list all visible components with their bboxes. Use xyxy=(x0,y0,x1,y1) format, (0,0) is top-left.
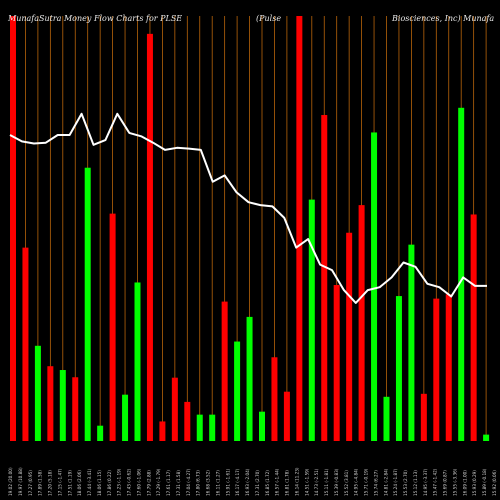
x-tick-label: 15.91 (-1.61) xyxy=(225,468,230,496)
x-tick-label: 17.86 (0.22) xyxy=(107,470,112,496)
bar-red xyxy=(146,33,153,441)
bar-red xyxy=(221,301,228,441)
bar-red xyxy=(271,357,278,441)
bar-green xyxy=(134,282,141,441)
bar-red xyxy=(171,377,178,441)
x-tick-labels: 19.02 (20.00) 19.97 (10.88) 17.27 (0.95) 17… xyxy=(8,467,497,496)
x-tick-label: 15.24 (-1.87) xyxy=(393,468,398,496)
x-tick-label: 15.52 (3.81) xyxy=(344,470,349,496)
x-tick-label: 15.11 (-1.81) xyxy=(324,468,329,496)
bar-red xyxy=(445,294,452,441)
x-tick-label: 15.92 (0.06) xyxy=(492,470,497,496)
x-tick-label: 15.69 (0.87) xyxy=(443,470,448,496)
x-tick-label: 14.73 (-2.51) xyxy=(314,468,319,496)
bar-red xyxy=(159,421,166,441)
x-tick-label: 16.57 (-1.44) xyxy=(275,468,280,496)
x-tick-label: 17.79 (2.88) xyxy=(146,470,151,496)
bar-green xyxy=(196,414,203,441)
x-tick-label: 18.06 (1.15) xyxy=(97,470,102,496)
chart-title-mid: (Pulse xyxy=(256,14,282,23)
x-tick-label: 15.89 (-0.18) xyxy=(482,468,487,496)
bar-red xyxy=(47,366,54,441)
x-tick-label: 17.04 (-4.27) xyxy=(186,468,191,496)
bar-red xyxy=(184,401,191,441)
bar-green xyxy=(383,396,390,441)
bar-green xyxy=(84,167,91,441)
bar-green xyxy=(408,244,415,441)
x-tick-label: 14.81 (-2.84) xyxy=(383,468,388,496)
x-tick-label: 16.17 (-4.17) xyxy=(235,468,240,496)
bar-green xyxy=(483,434,490,441)
x-tick-label: 17.60 (-1.06) xyxy=(136,468,141,496)
x-tick-label: 15.12 (1.13) xyxy=(413,470,418,496)
x-tick-label: 17.44 (-3.41) xyxy=(87,468,92,496)
x-tick-label: 17.23 (-1.19) xyxy=(117,468,122,496)
x-tick-label: 17.89 (1.58) xyxy=(38,470,43,496)
bar-red xyxy=(10,16,16,441)
bar-green xyxy=(97,425,104,441)
x-tick-label: 15.74 (6.27) xyxy=(373,470,378,496)
bar-red xyxy=(433,298,440,441)
x-tick-label: 16.68 (3.52) xyxy=(206,470,211,496)
x-tick-label: 17.80 (6.73) xyxy=(196,470,201,496)
bar-red xyxy=(358,205,365,441)
x-tick-label: 17.51 (1.19) xyxy=(67,470,72,496)
x-tick-label: 16.11 (1.27) xyxy=(215,470,220,496)
x-tick-label: 17.31 (2.70) xyxy=(255,470,260,496)
bar-green xyxy=(234,341,241,441)
x-tick-label: 15.71 (-0.19) xyxy=(364,468,369,496)
bar-red xyxy=(470,214,477,441)
x-tick-label: 17.15 (-1.47) xyxy=(57,468,62,496)
bar-red xyxy=(420,393,427,441)
bar-green xyxy=(59,370,66,441)
bar-green xyxy=(308,199,315,441)
x-tick-label: 17.29 (-1.79) xyxy=(156,468,161,496)
bar-green xyxy=(209,414,216,441)
bar-green xyxy=(259,411,265,441)
price-line xyxy=(9,112,487,304)
x-tick-label: 16.09 (1.00) xyxy=(462,470,467,496)
chart-title: MunafaSutra Money Flow Charts for PLSE xyxy=(8,14,183,23)
bar-green xyxy=(34,345,41,441)
x-tick-label: 18.06 (2.06) xyxy=(77,470,82,496)
x-tick-label: 16.81 (1.78) xyxy=(285,470,290,496)
x-tick-label: 14.95 (-3.37) xyxy=(423,468,428,496)
chart-title-right: Biosciences, Inc) Munafa xyxy=(392,14,495,23)
x-tick-label: 17.61 (1.17) xyxy=(166,470,171,496)
x-tick-label: 16.85 (1.72) xyxy=(265,470,270,496)
x-tick-label: 17.27 (0.95) xyxy=(28,470,33,496)
x-tick-label: 14.51 (-1.59) xyxy=(304,468,309,496)
bar-green xyxy=(371,132,378,441)
x-tick-label: 15.39 (-0.83) xyxy=(334,468,339,496)
x-tick-label: 15.55 (-3.36) xyxy=(452,468,457,496)
bar-red xyxy=(283,391,290,441)
bar-green xyxy=(458,107,465,442)
bar-red xyxy=(321,115,328,442)
x-tick-label: 15.47 (-1.42) xyxy=(433,468,438,496)
bar-red xyxy=(346,232,353,441)
bars xyxy=(10,16,490,442)
bar-red xyxy=(22,247,29,441)
x-tick-label: 19.97 (10.88) xyxy=(18,467,23,496)
x-tick-label: 15.93 (0.29) xyxy=(472,470,477,496)
x-tick-label: 16.93 (-2.04) xyxy=(245,468,250,496)
x-tick-label: 16.14 (11.23) xyxy=(294,467,299,496)
bar-green xyxy=(395,296,402,441)
bar-red xyxy=(72,377,79,441)
x-tick-label: 17.43 (-0.62) xyxy=(127,468,132,496)
x-tick-label: 15.53 (2.70) xyxy=(403,470,408,496)
x-tick-label: 17.31 (1.58) xyxy=(176,470,181,496)
bar-green xyxy=(122,394,129,441)
x-tick-label: 14.95 (-4.84) xyxy=(354,468,359,496)
x-tick-label: 19.02 (20.00) xyxy=(8,467,13,496)
x-tick-label: 17.20 (5.18) xyxy=(48,470,53,496)
bar-red xyxy=(109,213,116,441)
bar-red xyxy=(296,16,303,441)
bar-red xyxy=(333,285,340,441)
bar-green xyxy=(246,316,253,441)
